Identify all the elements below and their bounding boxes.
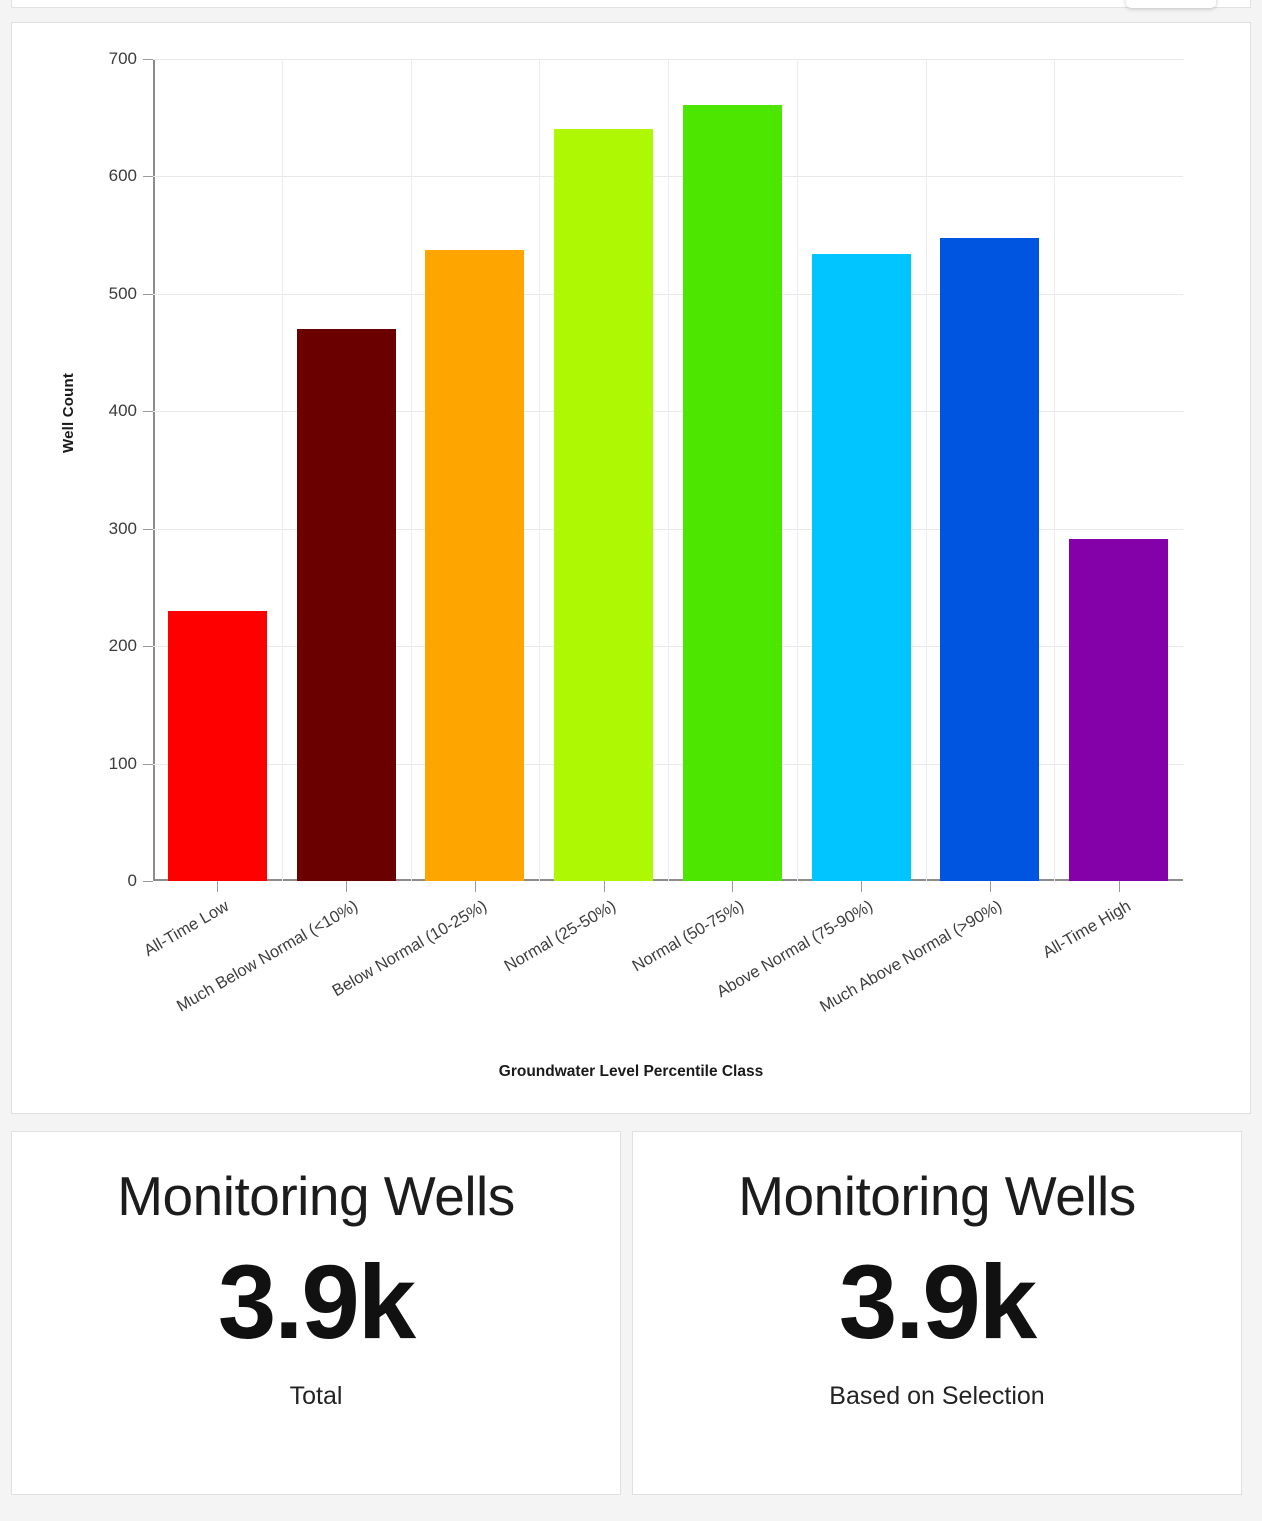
y-tick-mark [143, 293, 153, 295]
x-gridline [539, 59, 541, 881]
y-tick-mark [143, 411, 153, 413]
kpi-subtitle: Based on Selection [829, 1382, 1045, 1410]
y-tick-label: 500 [108, 283, 137, 303]
bar[interactable] [811, 253, 911, 881]
floating-widget-stub[interactable] [1126, 0, 1216, 8]
x-tick-mark [732, 881, 734, 892]
bar[interactable] [296, 329, 396, 881]
plot-wrapper: Well Count 0 100 200 300 400 500 600 700 All-Ti… [12, 23, 1250, 1113]
y-tick-label: 700 [108, 49, 137, 68]
x-tick-label: All-Time High [1039, 897, 1134, 962]
x-axis-tick-labels: All-Time Low Much Below Normal (<10%) Belo… [141, 881, 1183, 1071]
y-tick-label: 0 [127, 871, 137, 890]
x-tick-mark [603, 881, 605, 892]
y-tick-mark [143, 881, 153, 882]
x-gridline [796, 59, 798, 881]
x-tick-label: Normal (25-50%) [500, 897, 619, 976]
x-gridline [668, 59, 669, 881]
bar[interactable] [554, 129, 654, 881]
bar[interactable] [425, 250, 525, 881]
top-panel-strip [11, 0, 1251, 8]
page-bottom-gap [0, 1497, 1262, 1521]
y-tick-mark [143, 763, 153, 765]
kpi-subtitle: Total [289, 1382, 343, 1410]
bar[interactable] [682, 104, 782, 881]
kpi-title: Monitoring Wells [117, 1165, 515, 1227]
kpi-cards-row: Monitoring Wells 3.9k Total Monitoring W… [11, 1131, 1251, 1495]
y-axis-line [153, 59, 155, 881]
x-tick-label: Normal (50-75%) [629, 897, 748, 976]
bar-chart-panel[interactable]: Well Count 0 100 200 300 400 500 600 700 All-Ti… [11, 22, 1251, 1114]
x-gridline [281, 59, 283, 881]
kpi-card-total[interactable]: Monitoring Wells 3.9k Total [11, 1131, 621, 1495]
x-tick-mark [1118, 881, 1120, 892]
bar[interactable] [167, 610, 267, 881]
y-tick-label: 100 [108, 753, 137, 773]
x-tick-mark [861, 881, 863, 892]
x-gridline [410, 59, 412, 881]
plot-area[interactable]: 0 100 200 300 400 500 600 700 [109, 49, 1183, 892]
x-axis-title: Groundwater Level Percentile Class [498, 1063, 764, 1080]
y-tick-label: 300 [108, 518, 137, 538]
kpi-title: Monitoring Wells [738, 1165, 1136, 1227]
y-tick-mark [143, 176, 153, 178]
y-tick-mark [143, 59, 153, 60]
x-gridline [925, 59, 927, 881]
x-gridline [1054, 59, 1056, 881]
x-tick-label: All-Time Low [141, 897, 233, 960]
y-tick-mark [143, 646, 153, 648]
y-tick-mark [143, 528, 153, 530]
y-tick-label: 200 [108, 636, 137, 656]
x-tick-mark [217, 881, 219, 892]
kpi-card-selection[interactable]: Monitoring Wells 3.9k Based on Selection [632, 1131, 1242, 1495]
kpi-value: 3.9k [838, 1243, 1037, 1361]
x-tick-mark [474, 881, 476, 892]
y-tick-label: 400 [108, 401, 137, 421]
x-tick-mark [346, 881, 348, 892]
x-tick-mark [989, 881, 991, 892]
bar[interactable] [940, 237, 1040, 881]
kpi-value: 3.9k [217, 1243, 416, 1361]
bar[interactable] [1069, 539, 1169, 881]
y-tick-label: 600 [108, 166, 137, 186]
